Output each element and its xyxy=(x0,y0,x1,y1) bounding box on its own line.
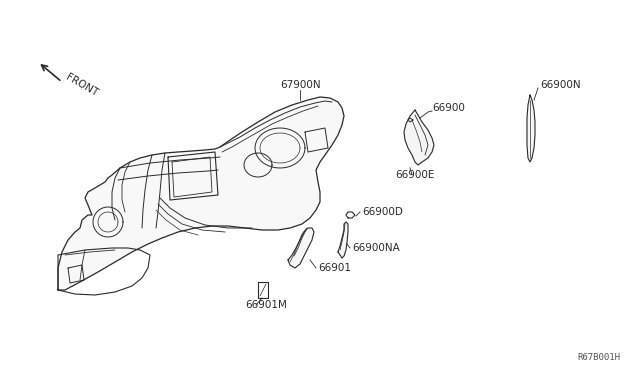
Text: R67B001H: R67B001H xyxy=(577,353,620,362)
Polygon shape xyxy=(58,97,344,290)
Text: 66901M: 66901M xyxy=(245,300,287,310)
Text: 66900D: 66900D xyxy=(362,207,403,217)
Text: 66900: 66900 xyxy=(432,103,465,113)
Text: 66900E: 66900E xyxy=(395,170,435,180)
Polygon shape xyxy=(527,95,535,162)
Text: FRONT: FRONT xyxy=(64,72,100,98)
Text: 66900NA: 66900NA xyxy=(352,243,400,253)
Text: 66900N: 66900N xyxy=(540,80,580,90)
Text: 66901: 66901 xyxy=(318,263,351,273)
Text: 67900N: 67900N xyxy=(280,80,321,90)
Polygon shape xyxy=(404,110,434,165)
Polygon shape xyxy=(338,222,348,258)
Polygon shape xyxy=(288,228,314,268)
